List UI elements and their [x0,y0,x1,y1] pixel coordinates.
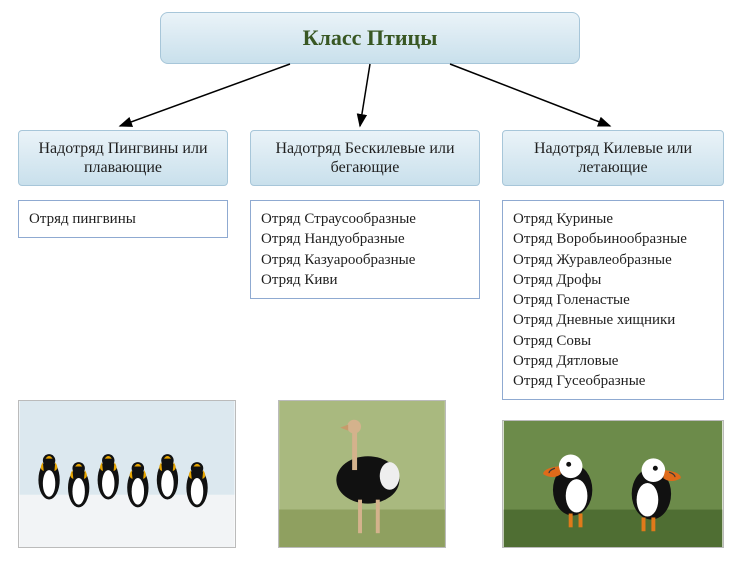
order-line: Отряд Куриные [513,209,713,229]
superorder-label: Надотряд Бескилевые или бегающие [257,139,473,177]
order-line: Отряд пингвины [29,209,217,229]
orders-carinates: Отряд КуриныеОтряд ВоробьинообразныеОтря… [502,200,724,400]
superorder-ratites: Надотряд Бескилевые или бегающие [250,130,480,186]
ostrich-photo [278,400,446,548]
arrow [450,64,610,126]
superorder-label: Надотряд Килевые или летающие [509,139,717,177]
order-line: Отряд Нандуобразные [261,229,469,249]
order-line: Отряд Казуарообразные [261,250,469,270]
order-line: Отряд Дятловые [513,351,713,371]
order-line: Отряд Голенастые [513,290,713,310]
order-line: Отряд Воробьинообразные [513,229,713,249]
order-line: Отряд Киви [261,270,469,290]
order-line: Отряд Страусообразные [261,209,469,229]
arrow [120,64,290,126]
orders-penguins: Отряд пингвины [18,200,228,238]
orders-ratites: Отряд СтраусообразныеОтряд Нандуобразные… [250,200,480,299]
order-line: Отряд Совы [513,331,713,351]
order-line: Отряд Гусеобразные [513,371,713,391]
superorder-label: Надотряд Пингвины или плавающие [25,139,221,177]
class-title-box: Класс Птицы [160,12,580,64]
arrow [360,64,370,126]
order-line: Отряд Дневные хищники [513,310,713,330]
puffins-photo [502,420,724,548]
order-line: Отряд Журавлеобразные [513,250,713,270]
superorder-penguins: Надотряд Пингвины или плавающие [18,130,228,186]
order-line: Отряд Дрофы [513,270,713,290]
penguins-photo [18,400,236,548]
superorder-carinates: Надотряд Килевые или летающие [502,130,724,186]
class-title-text: Класс Птицы [303,25,438,51]
